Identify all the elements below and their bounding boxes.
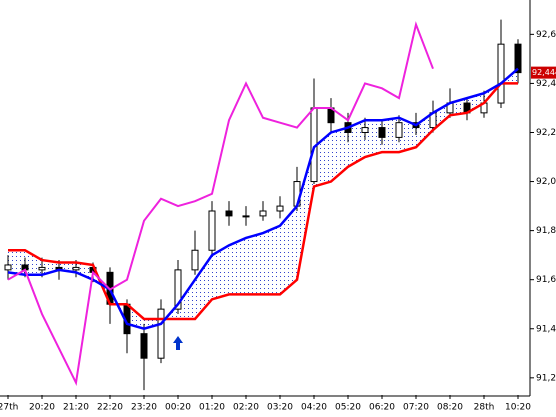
candle-body bbox=[191, 249, 199, 271]
x-tick-label: 06:20 bbox=[369, 403, 395, 413]
cloud bbox=[8, 68, 518, 329]
x-tick-label: 21:20 bbox=[63, 403, 89, 413]
price-marker-box bbox=[531, 66, 556, 79]
candle-body bbox=[242, 215, 250, 218]
candle-body bbox=[378, 127, 386, 138]
y-tick-label: 92,000 bbox=[536, 177, 556, 187]
candle-body bbox=[208, 210, 216, 251]
x-tick-label: 08:20 bbox=[437, 403, 463, 413]
y-tick-label: 91,600 bbox=[536, 275, 556, 285]
candle-body bbox=[38, 266, 46, 271]
x-tick-label: 00:20 bbox=[165, 403, 191, 413]
y-tick-label: 92,200 bbox=[536, 128, 556, 138]
y-tick-label: 91,200 bbox=[536, 373, 556, 383]
signal-arrow bbox=[173, 336, 183, 350]
x-tick-label: 23:20 bbox=[131, 403, 157, 413]
candle-body bbox=[361, 127, 369, 133]
candle-body bbox=[395, 122, 403, 138]
x-tick-label: 10:20 bbox=[505, 403, 531, 413]
x-tick-label: 02:20 bbox=[233, 403, 259, 413]
x-tick-label: 01:20 bbox=[199, 403, 225, 413]
y-tick-label: 91,800 bbox=[536, 226, 556, 236]
candle-body bbox=[174, 269, 182, 310]
candle-body bbox=[72, 266, 80, 271]
candle-body bbox=[514, 43, 522, 74]
candle-body bbox=[276, 205, 284, 212]
x-tick-label: 28th bbox=[474, 403, 495, 413]
candle-body bbox=[259, 210, 267, 217]
candle-body bbox=[140, 333, 148, 359]
y-tick-label: 91,400 bbox=[536, 324, 556, 334]
candle-body bbox=[497, 43, 505, 104]
x-tick-label: 03:20 bbox=[267, 403, 293, 413]
y-tick-label: 92,400 bbox=[536, 79, 556, 89]
x-tick-label: 07:20 bbox=[403, 403, 429, 413]
candle-body bbox=[4, 264, 12, 271]
x-tick-label: 05:20 bbox=[335, 403, 361, 413]
indicator-line bbox=[8, 82, 518, 321]
candle-body bbox=[225, 210, 233, 217]
x-tick-label: 20:20 bbox=[29, 403, 55, 413]
x-tick-label: 27th bbox=[0, 403, 18, 413]
x-tick-label: 04:20 bbox=[301, 403, 327, 413]
x-tick-label: 22:20 bbox=[97, 403, 123, 413]
indicator-line bbox=[7, 21, 434, 387]
indicator-line bbox=[7, 67, 519, 331]
price-marker-label: 92,444 bbox=[532, 68, 556, 77]
y-tick-label: 92,600 bbox=[536, 30, 556, 40]
candle-body bbox=[157, 308, 165, 359]
